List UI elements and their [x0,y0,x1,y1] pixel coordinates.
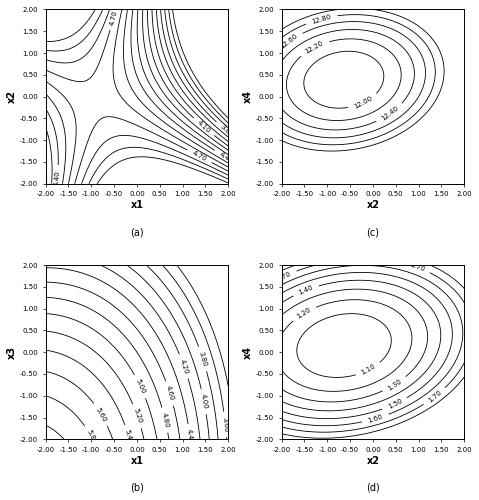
Text: (a): (a) [130,228,144,237]
Text: 1.20: 1.20 [296,306,312,320]
Text: 4.60: 4.60 [165,385,175,402]
Text: 5.20: 5.20 [132,408,143,424]
Text: 1.70: 1.70 [275,270,292,282]
Text: 1.40: 1.40 [297,284,314,296]
Text: 1.70: 1.70 [409,262,425,273]
Text: 5.80: 5.80 [85,429,98,446]
Text: 4.40: 4.40 [54,170,61,186]
Text: 12.00: 12.00 [354,95,374,110]
Text: 3.80: 3.80 [198,350,208,368]
Text: 4.10: 4.10 [196,120,212,134]
Text: 1.30: 1.30 [387,378,403,392]
Text: 12.20: 12.20 [304,40,324,55]
Text: 3.60: 3.60 [222,416,229,432]
Text: 4.80: 4.80 [160,412,170,428]
Text: 3.80: 3.80 [218,124,234,138]
Text: 4.40: 4.40 [186,428,194,444]
Y-axis label: x2: x2 [7,90,17,103]
X-axis label: x2: x2 [366,456,379,466]
Text: 5.40: 5.40 [124,429,134,446]
Text: 1.70: 1.70 [427,389,443,404]
Y-axis label: x4: x4 [243,90,253,103]
Y-axis label: x4: x4 [243,346,253,358]
X-axis label: x1: x1 [130,200,143,210]
Text: (d): (d) [366,483,380,493]
Text: 4.70: 4.70 [109,10,118,26]
Text: 1.10: 1.10 [360,364,377,376]
Text: 4.00: 4.00 [200,394,208,410]
Text: 5.00: 5.00 [135,378,146,395]
Text: 4.20: 4.20 [179,358,189,374]
Text: 12.60: 12.60 [279,33,299,50]
Text: 5.60: 5.60 [95,406,108,422]
Text: 12.40: 12.40 [380,105,400,122]
Text: 4.40: 4.40 [218,150,234,164]
Text: 12.80: 12.80 [311,14,332,24]
Text: 4.70: 4.70 [191,150,208,162]
Text: (b): (b) [130,483,144,493]
Text: 1.50: 1.50 [387,398,403,410]
X-axis label: x2: x2 [366,200,379,210]
Text: 1.60: 1.60 [367,414,384,424]
X-axis label: x1: x1 [130,456,143,466]
Text: (c): (c) [366,228,379,237]
Y-axis label: x3: x3 [7,346,17,358]
